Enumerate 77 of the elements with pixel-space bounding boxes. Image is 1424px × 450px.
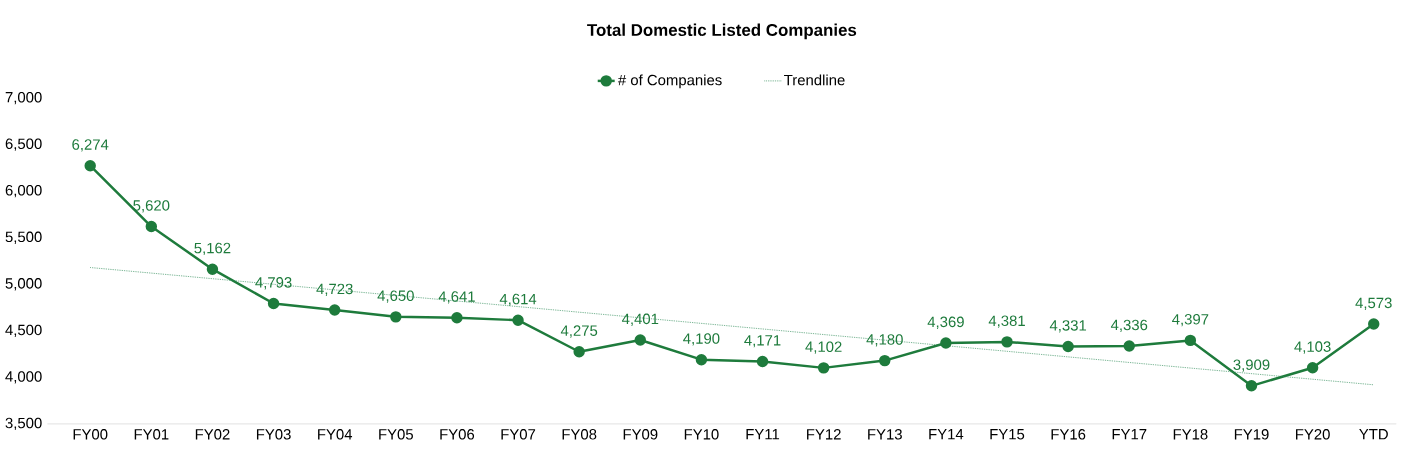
y-tick-label: 4,500 [5, 324, 42, 337]
point [879, 354, 891, 367]
data-label: 3,909 [1233, 359, 1270, 372]
data-label: 4,381 [988, 315, 1025, 328]
point [1368, 318, 1380, 330]
y-tick-label: 6,000 [5, 185, 42, 198]
data-label: 4,650 [377, 290, 414, 303]
data-label: 4,275 [560, 325, 598, 338]
data-label: 5,620 [133, 200, 170, 213]
point [1184, 334, 1197, 347]
point [1306, 362, 1319, 374]
point [1062, 340, 1074, 353]
data-label: 5,162 [194, 242, 231, 256]
point [1001, 336, 1013, 348]
x-tick-label: FY11 [746, 429, 780, 440]
point [1245, 380, 1258, 392]
y-tick-label: 5,000 [5, 278, 42, 291]
x-tick-label: FY05 [379, 429, 413, 440]
data-label: 4,180 [866, 334, 903, 347]
point [695, 353, 708, 366]
chart-title: Total Domestic Listed Companies [587, 23, 857, 40]
y-tick-label: 4,000 [5, 371, 42, 384]
point [512, 314, 524, 326]
x-tick-label: FY07 [501, 429, 536, 440]
x-tick-label: FY03 [256, 429, 291, 440]
x-tick-label: FY02 [195, 429, 230, 440]
data-label: 4,171 [744, 335, 781, 348]
point [1123, 340, 1135, 352]
x-tick-label: FY14 [929, 429, 964, 440]
point [451, 312, 463, 324]
data-label: 4,614 [499, 293, 537, 307]
x-tick-label: FY15 [990, 429, 1025, 440]
x-tick-label: FY01 [134, 429, 169, 440]
point [328, 304, 341, 316]
x-tick-label: FY20 [1296, 429, 1330, 440]
point [573, 346, 585, 358]
data-label: 4,573 [1355, 297, 1392, 310]
y-tick-label: 7,000 [5, 91, 42, 105]
data-label: 4,397 [1172, 314, 1209, 327]
point [940, 337, 952, 349]
point [756, 355, 769, 368]
point [206, 263, 219, 275]
x-tick-label: FY13 [868, 429, 902, 440]
data-label: 4,793 [255, 277, 292, 290]
y-tick-label: 3,500 [5, 417, 42, 431]
x-tick-label: FY08 [562, 429, 597, 440]
x-tick-label: FY12 [807, 429, 841, 440]
x-tick-label: FY09 [623, 429, 658, 440]
data-label: 4,336 [1110, 319, 1148, 332]
x-tick-label: FY18 [1173, 429, 1208, 440]
point [817, 362, 830, 374]
data-label: 4,102 [805, 341, 842, 354]
x-tick-label: FY10 [684, 429, 719, 440]
x-tick-label: YTD [1359, 429, 1388, 440]
data-label: 4,369 [927, 316, 964, 329]
y-tick-label: 5,500 [5, 231, 42, 244]
x-tick-label: FY17 [1112, 429, 1147, 440]
point [390, 311, 402, 323]
data-label: 4,103 [1294, 341, 1331, 354]
point [84, 159, 96, 172]
x-tick-label: FY06 [440, 429, 475, 440]
x-tick-label: FY16 [1051, 429, 1086, 440]
legend-label: Trendline [784, 74, 845, 86]
point [145, 220, 158, 233]
y-tick-label: 6,500 [5, 138, 42, 151]
data-label: 4,331 [1049, 320, 1087, 333]
x-tick-label: FY19 [1234, 429, 1269, 440]
data-label: 4,190 [683, 333, 720, 346]
data-label: 6,274 [72, 139, 109, 152]
legend-label: # of Companies [617, 74, 722, 89]
data-label: 4,723 [316, 283, 353, 296]
x-tick-label: FY00 [73, 429, 108, 440]
data-label: 4,401 [621, 313, 659, 326]
x-tick-label: FY04 [318, 429, 353, 440]
point [634, 334, 646, 346]
point [267, 297, 280, 310]
data-label: 4,641 [438, 291, 475, 304]
